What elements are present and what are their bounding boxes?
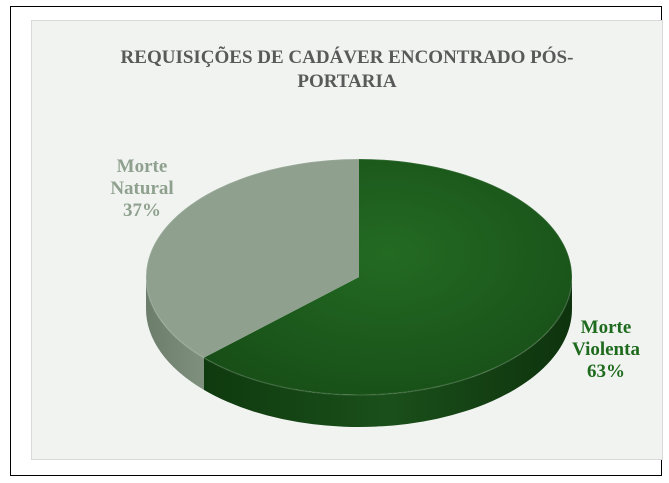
pie-slice-violenta [203,159,573,395]
chart-title-line-1: REQUISIÇÕES DE CADÁVER ENCONTRADO PÓS- [120,47,574,68]
pie-side-violenta [203,277,572,427]
slice-label-natural: Morte Natural 37% [102,156,182,222]
slice-label-natural-line-1: Morte [116,156,168,177]
chart-title-line-2: PORTARIA [297,71,397,92]
slice-label-natural-line-2: Natural [110,178,174,199]
slice-label-violenta-percent: 63% [587,361,625,382]
slice-label-natural-percent: 37% [123,200,161,221]
chart-title: REQUISIÇÕES DE CADÁVER ENCONTRADO PÓS- P… [32,46,662,94]
pie-slice-natural [146,159,359,358]
pie-side-natural [146,277,204,390]
slice-label-violenta-line-1: Morte [580,317,632,338]
chart-area: REQUISIÇÕES DE CADÁVER ENCONTRADO PÓS- P… [31,20,663,460]
pie-group [145,158,573,427]
pie-plot [145,158,573,427]
slice-label-violenta: Morte Violenta 63% [566,317,646,383]
slice-label-violenta-line-2: Violenta [572,339,640,360]
figure-frame: REQUISIÇÕES DE CADÁVER ENCONTRADO PÓS- P… [10,6,663,476]
pie-rim [145,158,573,396]
